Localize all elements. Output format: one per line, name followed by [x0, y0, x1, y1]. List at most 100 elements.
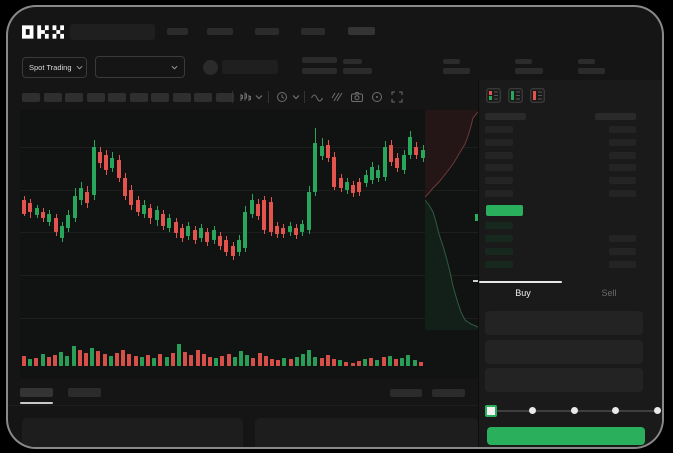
timeframe-skeleton[interactable]: [194, 93, 212, 102]
timeframe-skeleton[interactable]: [43, 93, 62, 102]
bid-row-skeleton[interactable]: [609, 248, 636, 255]
bottom-action-skeleton[interactable]: [432, 389, 465, 397]
candle-body: [85, 192, 89, 203]
nav-item-skeleton[interactable]: [167, 28, 188, 35]
slider-handle[interactable]: [485, 405, 497, 417]
chevron-down-icon[interactable]: [255, 93, 263, 101]
candle-body: [294, 228, 298, 235]
slider-stop[interactable]: [612, 407, 619, 414]
nav-search-skeleton[interactable]: [70, 24, 155, 40]
book-asks-icon[interactable]: [530, 88, 545, 103]
candlestick-chart[interactable]: [20, 110, 478, 378]
volume-bar: [170, 353, 175, 366]
bottom-tab-skeleton[interactable]: [68, 388, 101, 397]
candle-body: [351, 185, 355, 193]
nav-item-skeleton[interactable]: [207, 28, 233, 35]
timeframe-skeleton[interactable]: [151, 93, 169, 102]
chevron-down-icon: [76, 65, 83, 70]
volume-bar: [59, 352, 64, 366]
indicators-icon[interactable]: [310, 90, 324, 104]
timeframe-skeleton[interactable]: [22, 93, 40, 102]
ask-row-skeleton[interactable]: [609, 151, 636, 159]
ask-row-skeleton[interactable]: [609, 190, 636, 197]
depth-overlay: [425, 110, 478, 330]
ask-row-skeleton[interactable]: [609, 126, 636, 133]
timeframe-skeleton[interactable]: [86, 93, 105, 102]
amount-input-skeleton[interactable]: [485, 340, 643, 364]
candle-body: [155, 210, 159, 220]
amount-slider[interactable]: [485, 405, 661, 417]
ask-row-skeleton[interactable]: [609, 177, 636, 185]
ask-row-skeleton[interactable]: [485, 151, 513, 159]
volume-bar: [115, 353, 119, 366]
slider-stop[interactable]: [653, 407, 661, 414]
chevron-down-icon[interactable]: [292, 93, 300, 101]
ask-row-skeleton[interactable]: [485, 126, 513, 133]
volume-bar: [90, 348, 95, 366]
pair-name-skeleton: [222, 60, 278, 74]
volume-bar: [201, 354, 206, 366]
volume-bar: [356, 361, 361, 366]
volume-bar: [394, 359, 398, 366]
candle-body: [402, 155, 406, 170]
candle-body: [332, 157, 336, 187]
camera-icon[interactable]: [350, 90, 364, 104]
fullscreen-icon[interactable]: [390, 90, 404, 104]
ask-row-skeleton[interactable]: [485, 138, 513, 146]
bottom-tab-skeleton[interactable]: [20, 388, 53, 397]
timeframe-skeleton[interactable]: [215, 93, 234, 102]
gridline: [20, 275, 478, 276]
candle-body: [357, 182, 361, 192]
ask-row-skeleton[interactable]: [609, 164, 636, 172]
bid-row-skeleton[interactable]: [485, 248, 513, 255]
ticker-stat-skeleton: [343, 68, 372, 74]
ask-row-skeleton[interactable]: [485, 177, 513, 185]
tab-buy[interactable]: Buy: [515, 288, 531, 298]
nav-item-skeleton[interactable]: [301, 28, 325, 35]
volume-bar: [84, 353, 88, 366]
timeframe-skeleton[interactable]: [172, 93, 191, 102]
compare-icon[interactable]: [330, 90, 344, 104]
price-input-skeleton[interactable]: [485, 311, 643, 335]
tab-sell[interactable]: Sell: [601, 288, 617, 298]
bid-row-skeleton[interactable]: [485, 235, 513, 242]
interval-clock-icon[interactable]: [275, 90, 289, 104]
volume-bar: [96, 351, 101, 366]
timeframe-skeleton[interactable]: [129, 93, 148, 102]
ask-row-skeleton[interactable]: [485, 164, 513, 172]
ticker-stat-skeleton: [578, 59, 595, 64]
ticker-stat-skeleton: [302, 68, 337, 74]
buy-submit-button[interactable]: [487, 427, 645, 445]
pair-selector-dropdown[interactable]: [95, 56, 185, 78]
nav-item-skeleton[interactable]: [348, 27, 375, 35]
candle-body: [231, 246, 235, 256]
candle-body: [136, 200, 140, 212]
ask-row-skeleton[interactable]: [485, 190, 513, 197]
bid-row-skeleton[interactable]: [485, 222, 513, 229]
bid-row-skeleton[interactable]: [609, 261, 636, 268]
volume-bar: [139, 357, 144, 366]
gridline: [20, 318, 478, 319]
ask-row-skeleton[interactable]: [609, 138, 636, 146]
total-input-skeleton[interactable]: [485, 368, 643, 392]
bid-row-skeleton[interactable]: [485, 261, 513, 268]
volume-bar: [263, 356, 268, 366]
candle-body: [307, 192, 311, 230]
volume-bar: [65, 356, 70, 366]
timeframe-skeleton[interactable]: [108, 93, 126, 102]
slider-stop[interactable]: [570, 407, 578, 414]
candle-body: [123, 178, 127, 196]
bid-row-skeleton[interactable]: [609, 235, 636, 242]
history-icon[interactable]: [370, 90, 384, 104]
book-bids-icon[interactable]: [508, 88, 523, 103]
candle-body: [41, 212, 45, 218]
book-combined-icon[interactable]: [486, 88, 501, 103]
slider-stop[interactable]: [529, 407, 536, 414]
volume-bar: [208, 357, 212, 366]
bottom-action-skeleton[interactable]: [390, 389, 422, 397]
nav-item-skeleton[interactable]: [255, 28, 279, 35]
market-type-dropdown[interactable]: Spot Trading: [22, 57, 87, 78]
chart-type-icon[interactable]: [238, 90, 252, 104]
candle-body: [408, 137, 412, 155]
timeframe-skeleton[interactable]: [65, 93, 83, 102]
